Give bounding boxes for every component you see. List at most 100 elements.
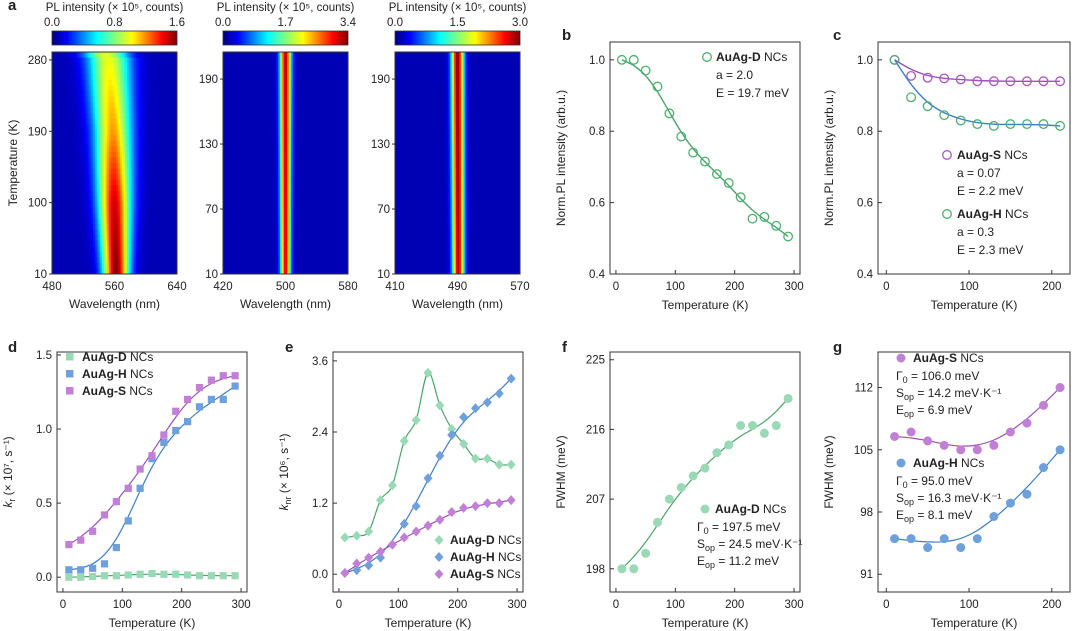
- heatmap-cell: [285, 57, 288, 64]
- heatmap-cell: [314, 101, 317, 108]
- heatmap-cell: [110, 262, 114, 269]
- heatmap-cell: [175, 174, 178, 181]
- heatmap-cell: [305, 151, 308, 158]
- heatmap-cell: [287, 52, 290, 58]
- heatmap-cell: [159, 201, 162, 208]
- heatmap-cell: [226, 57, 229, 64]
- heatmap-cell: [130, 74, 133, 81]
- heatmap-cell: [87, 212, 90, 219]
- heatmap-cell: [77, 96, 80, 103]
- heatmap-cell: [148, 107, 151, 114]
- heatmap-cell: [290, 124, 294, 131]
- heatmap-cell: [168, 90, 171, 97]
- heatmap-cell: [239, 140, 242, 147]
- heatmap-cell: [94, 201, 98, 208]
- heatmap-cell: [121, 85, 124, 92]
- heatmap-cell: [326, 135, 329, 142]
- heatmap-cell: [144, 207, 148, 214]
- heatmap-cell: [150, 229, 153, 236]
- heatmap-cell: [333, 151, 336, 158]
- heatmap-cell: [224, 207, 227, 214]
- heatmap-cell: [265, 140, 269, 147]
- heatmap-cell: [173, 135, 176, 142]
- heatmap-cell: [93, 179, 96, 186]
- heatmap-cell: [125, 124, 128, 131]
- heatmap-cell: [139, 118, 142, 125]
- heatmap-cell: [171, 79, 174, 86]
- heatmap-cell: [155, 246, 158, 253]
- heatmap-cell: [91, 157, 94, 164]
- heatmap-cell: [264, 218, 267, 225]
- heatmap-cell: [233, 174, 236, 181]
- heatmap-cell: [253, 190, 256, 197]
- heatmap-cell: [75, 129, 78, 136]
- heatmap-cell: [278, 151, 281, 158]
- heatmap-cell: [160, 174, 164, 181]
- heatmap-cell: [168, 151, 171, 158]
- heatmap-cell: [68, 190, 71, 197]
- heatmap-cell: [242, 157, 245, 164]
- heatmap-cell: [299, 140, 302, 147]
- heatmap-cell: [141, 124, 144, 131]
- heatmap-cell: [237, 168, 240, 175]
- heatmap-cell: [100, 212, 103, 219]
- heatmap-cell: [144, 240, 148, 247]
- heatmap-cell: [237, 135, 240, 142]
- heatmap-cell: [100, 235, 103, 242]
- heatmap-cell: [121, 101, 124, 108]
- heatmap-cell: [283, 96, 286, 103]
- heatmap-cell: [134, 235, 137, 242]
- heatmap-cell: [255, 168, 258, 175]
- heatmap-cell: [256, 174, 260, 181]
- heatmap-cell: [64, 68, 67, 75]
- heatmap-cell: [171, 207, 174, 214]
- heatmap-cell: [91, 207, 94, 214]
- heatmap-cell: [276, 140, 279, 147]
- heatmap-cell: [134, 118, 137, 125]
- heatmap-cell: [340, 79, 344, 86]
- heatmap-cell: [112, 268, 115, 275]
- heatmap-cell: [298, 90, 301, 97]
- heatmap-cell: [326, 107, 329, 114]
- heatmap-cell: [71, 240, 74, 247]
- heatmap-cell: [150, 246, 153, 253]
- heatmap-cell: [168, 113, 171, 119]
- heatmap-cell: [339, 218, 342, 225]
- heatmap-cell: [328, 113, 331, 119]
- heatmap-cell: [162, 68, 165, 75]
- heatmap-cell: [102, 190, 105, 197]
- heatmap-cell: [125, 229, 128, 236]
- heatmap-cell: [296, 157, 299, 164]
- heatmap-cell: [73, 124, 76, 131]
- heatmap-cell: [239, 179, 242, 186]
- heatmap-cell: [137, 212, 140, 219]
- heatmap-cell: [264, 113, 267, 119]
- heatmap-cell: [130, 140, 133, 147]
- heatmap-cell: [123, 207, 126, 214]
- heatmap-cell: [317, 190, 320, 197]
- heatmap-cell: [237, 151, 240, 158]
- heatmap-cell: [344, 146, 347, 153]
- heatmap-cell: [148, 179, 151, 186]
- heatmap-cell: [71, 68, 74, 75]
- heatmap-cell: [160, 157, 164, 164]
- heatmap-cell: [57, 207, 60, 214]
- heatmap-cell: [80, 146, 83, 153]
- heatmap-cell: [306, 124, 310, 131]
- heatmap-cell: [274, 212, 277, 219]
- heatmap-cell: [285, 129, 288, 136]
- heatmap-cell: [143, 101, 146, 108]
- heatmap-cell: [102, 118, 105, 125]
- heatmap-cell: [296, 79, 299, 86]
- heatmap-cell: [164, 68, 167, 75]
- heatmap-cell: [135, 124, 139, 131]
- heatmap-cell: [68, 101, 71, 108]
- heatmap-cell: [64, 79, 67, 86]
- heatmap-cell: [328, 146, 331, 153]
- heatmap-cell: [150, 224, 153, 230]
- heatmap-cell: [246, 113, 249, 119]
- heatmap-cell: [146, 90, 149, 97]
- heatmap-cell: [294, 196, 297, 203]
- heatmap-cell: [315, 201, 319, 208]
